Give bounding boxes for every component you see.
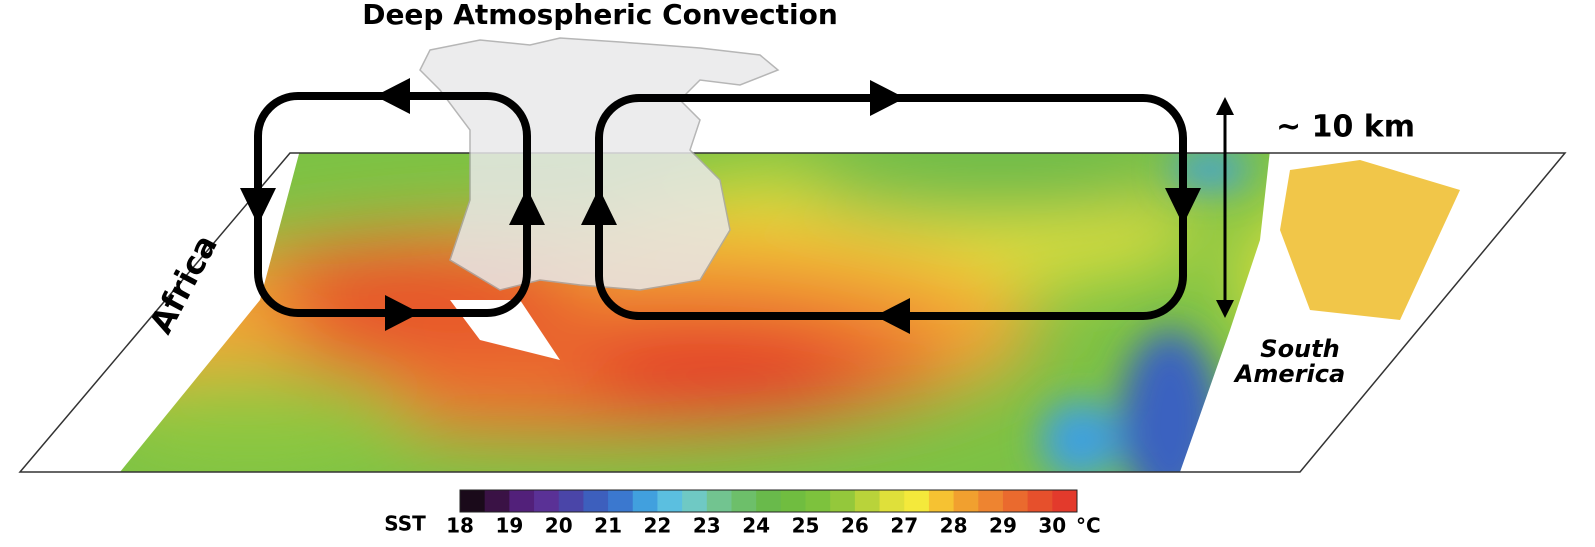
colorbar-tick-label: 27 xyxy=(890,514,918,538)
colorbar-segment xyxy=(780,490,807,512)
colorbar-segment xyxy=(904,490,930,512)
colorbar-segment xyxy=(1027,490,1053,512)
colorbar-segment xyxy=(879,490,905,512)
colorbar-segment xyxy=(1052,490,1078,512)
colorbar-segment xyxy=(953,490,979,512)
colorbar-segment xyxy=(854,490,881,512)
colorbar-tick-label: 22 xyxy=(644,514,672,538)
colorbar-segment xyxy=(632,490,658,512)
colorbar-segment xyxy=(805,490,831,512)
colorbar-segment xyxy=(706,490,732,512)
colorbar-segment xyxy=(534,490,560,512)
colorbar-segment xyxy=(484,490,510,512)
title: Deep Atmospheric Convection xyxy=(362,0,838,31)
colorbar-tick-label: 21 xyxy=(594,514,622,538)
height-label: ~ 10 km xyxy=(1276,110,1415,145)
colorbar-segment xyxy=(558,490,584,512)
colorbar-segment xyxy=(928,490,955,512)
colorbar-tick-label: 19 xyxy=(495,514,523,538)
colorbar-tick-label: 30 xyxy=(1038,514,1066,538)
colorbar-segment xyxy=(682,490,708,512)
colorbar-segment xyxy=(657,490,683,512)
colorbar-segment xyxy=(830,490,856,512)
colorbar-segment xyxy=(460,490,486,512)
continent-label: South xyxy=(1260,335,1339,363)
colorbar-tick-label: 24 xyxy=(742,514,770,538)
colorbar-segment xyxy=(583,490,609,512)
arrowheads xyxy=(240,78,1201,334)
colorbar-tick-label: 28 xyxy=(940,514,968,538)
colorbar-segment xyxy=(978,490,1004,512)
sst-map xyxy=(20,153,1565,472)
colorbar-segment xyxy=(1002,490,1029,512)
colorbar-segment xyxy=(509,490,535,512)
continent-label: America xyxy=(1233,360,1345,388)
colorbar-segment xyxy=(756,490,782,512)
colorbar-segment xyxy=(608,490,634,512)
colorbar-label: SST xyxy=(384,512,426,536)
colorbar-tick-label: 29 xyxy=(989,514,1017,538)
basin-outline xyxy=(18,152,1567,473)
colorbar-tick-label: 26 xyxy=(841,514,869,538)
colorbar-segment xyxy=(731,490,757,512)
colorbar-frame xyxy=(459,489,1078,513)
colorbar-tick-label: 20 xyxy=(545,514,573,538)
colorbar-tick-label: 18 xyxy=(446,514,474,538)
colorbar-unit: °C xyxy=(1076,514,1101,538)
colorbar-tick-label: 25 xyxy=(792,514,820,538)
height-arrow xyxy=(1216,97,1234,318)
colorbar: SST 18 19 20 21 22 23 24 25 26 27 28 29 30 °C xyxy=(384,489,1101,538)
colorbar-tick-label: 23 xyxy=(693,514,721,538)
